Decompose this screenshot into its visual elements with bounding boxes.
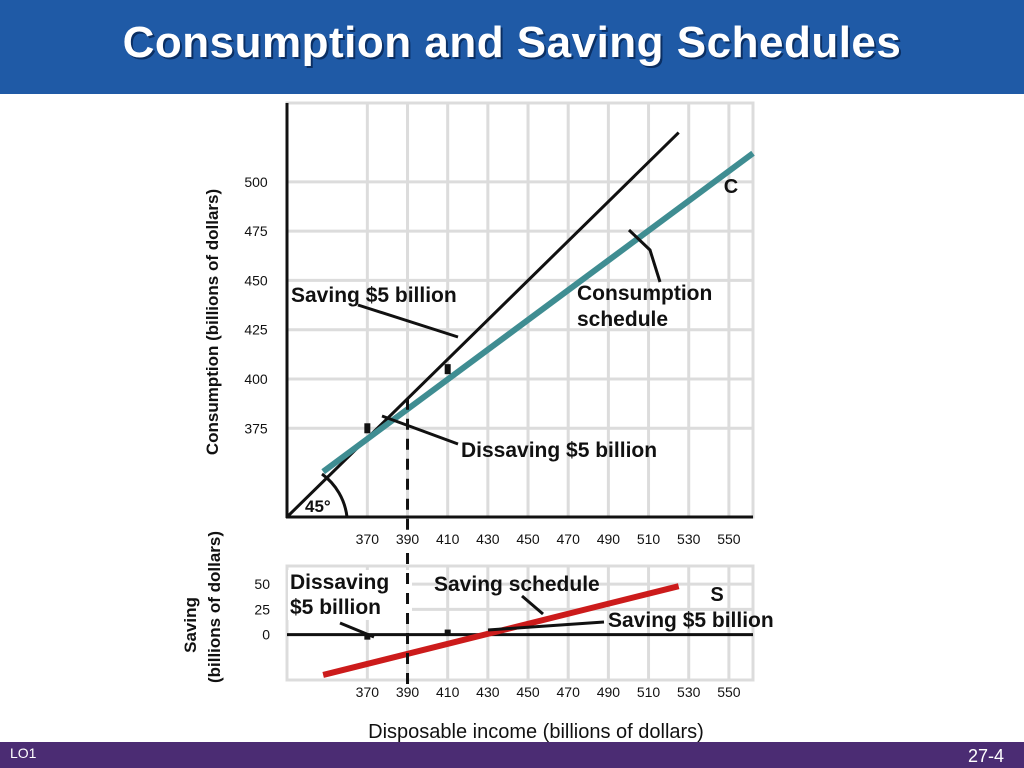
consumption-y-tick-label: 375	[244, 420, 268, 436]
dissaving-annotation-top: Dissaving $5 billion	[461, 439, 657, 462]
consumption-schedule-label: Consumption	[577, 282, 712, 305]
consumption-x-tick-label: 510	[637, 531, 661, 547]
saving-x-tick-label: 550	[717, 684, 741, 700]
consumption-chart-grid	[285, 101, 755, 519]
learning-objective-label: LO1	[10, 745, 37, 761]
consumption-y-tick-label: 400	[244, 371, 268, 387]
saving-gap-marker	[444, 629, 451, 635]
saving-y-axis-label-2: (billions of dollars)	[205, 531, 224, 683]
angle-arc	[321, 472, 349, 518]
saving-x-tick-label: 470	[557, 684, 581, 700]
angle-label: 45°	[305, 497, 331, 516]
slide-title: Consumption and Saving Schedules	[122, 18, 902, 67]
saving-gap-marker	[364, 634, 371, 640]
footer-bar: LO1 27-4	[0, 742, 1024, 768]
consumption-y-tick-label: 475	[244, 223, 268, 239]
saving-y-axis-label: Saving	[181, 597, 200, 653]
consumption-x-tick-label: 410	[436, 531, 460, 547]
saving-x-axis-label: Disposable income (billions of dollars)	[368, 721, 704, 743]
consumption-gap-marker	[364, 423, 371, 434]
saving-schedule-label: Saving schedule	[434, 573, 600, 596]
saving-x-tick-label: 390	[396, 684, 420, 700]
consumption-x-tick-label: 490	[597, 531, 621, 547]
saving-x-tick-label: 530	[677, 684, 701, 700]
consumption-y-axis-label: Consumption (billions of dollars)	[203, 189, 222, 455]
saving-x-tick-label: 430	[476, 684, 500, 700]
consumption-y-tick-label: 425	[244, 322, 268, 338]
saving-x-tick-label: 450	[516, 684, 540, 700]
consumption-x-tick-label: 370	[356, 531, 380, 547]
consumption-chart-lines	[285, 131, 755, 519]
consumption-series-label: C	[724, 176, 738, 198]
consumption-x-tick-label: 390	[396, 531, 420, 547]
saving-y-tick-label: 0	[262, 627, 270, 643]
consumption-line	[321, 150, 755, 475]
consumption-chart-labels: 375 400 425 450 475 500 370 390 410 430 450 470 490 5…	[203, 174, 741, 547]
saving-y-tick-label: 25	[254, 601, 270, 617]
saving-x-tick-label: 490	[597, 684, 621, 700]
consumption-x-tick-label: 550	[717, 531, 741, 547]
consumption-y-tick-label: 450	[244, 272, 268, 288]
dissaving-annotation-bottom-2: $5 billion	[290, 596, 381, 619]
saving-y-tick-label: 50	[254, 576, 270, 592]
consumption-x-tick-label: 450	[516, 531, 540, 547]
page-number: 27-4	[967, 746, 1004, 766]
saving-schedule-pointer	[521, 594, 544, 616]
consumption-x-tick-label: 430	[476, 531, 500, 547]
dissaving-pointer-bottom	[339, 621, 375, 639]
consumption-gap-marker	[444, 364, 451, 375]
dissaving-pointer-top	[381, 414, 459, 446]
saving-series-label: S	[710, 584, 723, 606]
saving-x-tick-label: 410	[436, 684, 460, 700]
dissaving-annotation-bottom: Dissaving	[290, 571, 389, 594]
saving-x-tick-label: 370	[356, 684, 380, 700]
saving-pointer-top	[357, 303, 459, 339]
dissaving-label-background	[288, 570, 412, 620]
saving-chart-labels: 0 25 50 370 390 410 430 450 470 490 510 530 550 Savin…	[181, 531, 774, 743]
consumption-x-tick-label: 470	[557, 531, 581, 547]
saving-pointer-bottom	[487, 620, 605, 632]
saving-annotation-top: Saving $5 billion	[291, 284, 457, 307]
saving-annotation-bottom: Saving $5 billion	[608, 609, 774, 632]
saving-x-tick-label: 510	[637, 684, 661, 700]
consumption-schedule-pointer	[627, 228, 662, 283]
title-bar: Consumption and Saving Schedules	[0, 0, 1024, 94]
consumption-y-tick-label: 500	[244, 174, 268, 190]
consumption-x-tick-label: 530	[677, 531, 701, 547]
consumption-schedule-label-2: schedule	[577, 308, 668, 331]
